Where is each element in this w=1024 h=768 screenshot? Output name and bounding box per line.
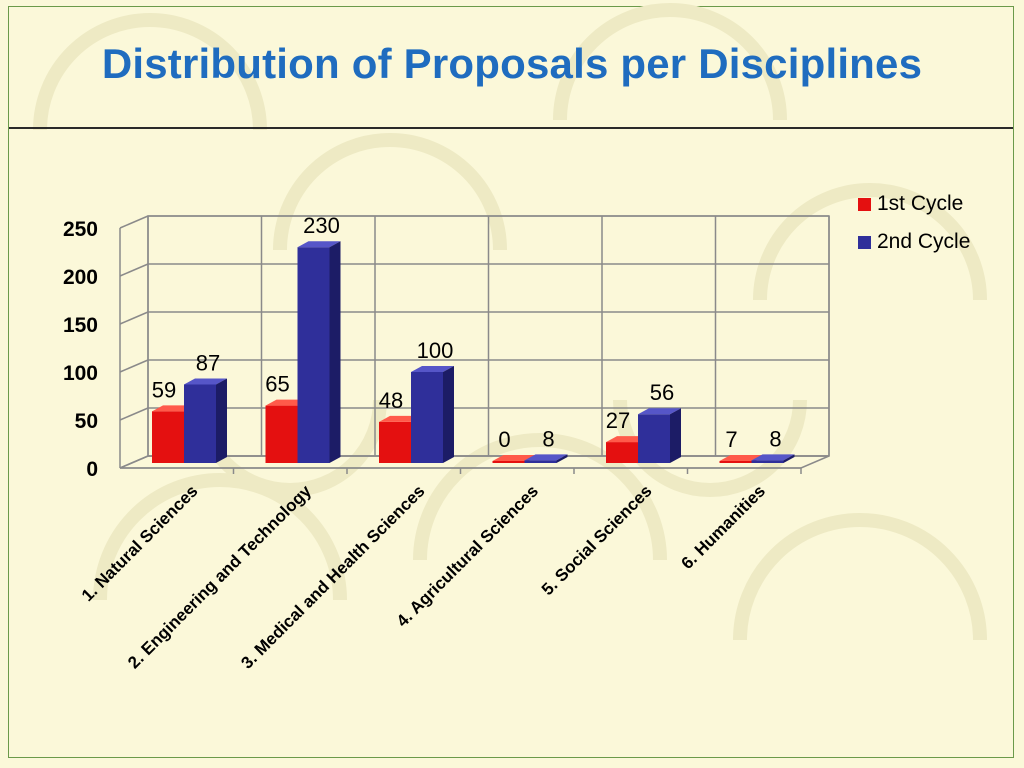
bar-2nd-cycle-top <box>297 241 341 248</box>
chart-legend: 1st Cycle 2nd Cycle <box>858 185 970 261</box>
bar-2nd-cycle-side <box>216 378 227 463</box>
data-label: 8 <box>542 426 554 451</box>
bar-1st-cycle <box>492 461 525 463</box>
bar-2nd-cycle <box>297 247 330 463</box>
bar-2nd-cycle-top <box>411 366 454 372</box>
bar-1st-cycle-top <box>492 455 536 461</box>
legend-label-1st-cycle: 1st Cycle <box>877 192 964 215</box>
bar-2nd-cycle-side <box>443 366 454 463</box>
bar-2nd-cycle-top <box>184 378 227 385</box>
bar-1st-cycle-top <box>719 455 763 461</box>
data-label: 65 <box>265 372 289 397</box>
bar-2nd-cycle-side <box>556 454 568 463</box>
y-tick-label: 250 <box>63 218 98 241</box>
bar-2nd-cycle <box>751 460 784 463</box>
bar-1st-cycle <box>719 461 752 463</box>
x-tick-label: 1. Natural Sciences <box>78 481 202 605</box>
slide-frame <box>8 6 1014 758</box>
bar-2nd-cycle-top <box>524 454 568 461</box>
bar-2nd-cycle-side <box>783 454 795 463</box>
data-label: 8 <box>769 426 781 451</box>
bar-2nd-cycle <box>638 414 670 463</box>
data-label: 87 <box>196 350 220 375</box>
y-tick-label: 200 <box>63 266 98 289</box>
bar-1st-cycle <box>265 405 298 463</box>
gridline-side-200 <box>119 263 149 277</box>
legend-swatch-2nd-cycle <box>858 235 871 249</box>
gridline-side-0 <box>119 455 149 469</box>
data-label: 0 <box>498 427 510 452</box>
data-label: 230 <box>303 213 340 238</box>
legend-label-2nd-cycle: 2nd Cycle <box>877 230 971 253</box>
data-label: 48 <box>379 388 403 413</box>
bar-2nd-cycle <box>411 372 443 463</box>
legend-swatch-1st-cycle <box>858 197 871 211</box>
x-tick-label: 2. Engineering and Technology <box>124 481 315 672</box>
legend-item-1st-cycle: 1st Cycle <box>858 185 970 223</box>
slide-title: Distribution of Proposals per Discipline… <box>101 40 923 87</box>
data-label: 100 <box>417 338 454 363</box>
bar-2nd-cycle-side <box>329 241 341 463</box>
y-tick-label: 50 <box>75 410 98 433</box>
y-tick-label: 150 <box>63 314 98 337</box>
data-label: 27 <box>606 408 630 433</box>
bar-1st-cycle <box>152 411 184 463</box>
x-tick-label: 3. Medical and Health Sciences <box>237 481 428 672</box>
bar-1st-cycle <box>606 442 638 463</box>
x-tick-label: 6. Humanities <box>677 481 769 573</box>
y-tick-label: 0 <box>86 458 98 481</box>
bar-2nd-cycle <box>184 384 216 463</box>
bar-2nd-cycle-top <box>751 454 795 461</box>
bar-2nd-cycle <box>524 460 557 463</box>
gridline-side-150 <box>119 311 149 325</box>
legend-item-2nd-cycle: 2nd Cycle <box>858 223 970 261</box>
y-tick-label: 100 <box>63 362 98 385</box>
data-label: 59 <box>152 377 176 402</box>
x-tick-label: 5. Social Sciences <box>538 481 656 599</box>
bar-2nd-cycle-top <box>638 408 681 415</box>
bar-1st-cycle <box>379 421 411 463</box>
data-label: 56 <box>650 380 674 405</box>
bar-2nd-cycle-side <box>670 408 681 463</box>
gridline-side-100 <box>119 359 149 373</box>
title-divider <box>9 127 1013 129</box>
gridline-side-50 <box>119 407 149 421</box>
data-label: 7 <box>725 427 737 452</box>
gridline-side-250 <box>119 215 149 229</box>
